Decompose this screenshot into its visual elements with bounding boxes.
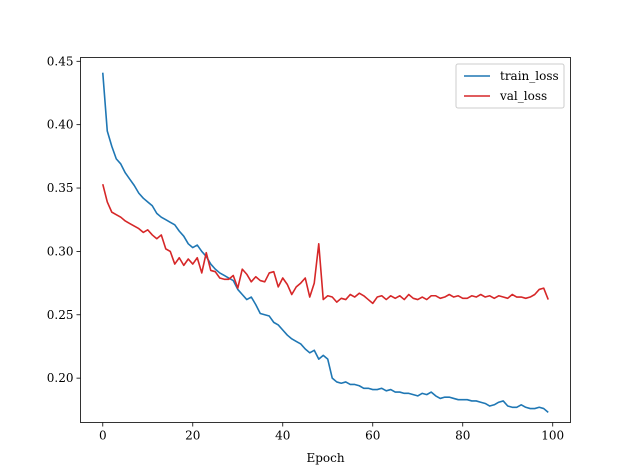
x-tick-label: 20 bbox=[185, 429, 200, 443]
y-tick-label: 0.20 bbox=[47, 371, 74, 385]
series-line-train-loss bbox=[101, 72, 549, 413]
y-tick-label: 0.45 bbox=[47, 54, 74, 68]
y-tick-label: 0.35 bbox=[47, 181, 74, 195]
legend-label-train-loss: train_loss bbox=[500, 69, 559, 83]
x-tick-label: 0 bbox=[99, 429, 107, 443]
legend-box bbox=[455, 63, 565, 109]
y-axis: 0.20 0.25 0.30 0.35 0.40 0.45 bbox=[47, 54, 81, 385]
legend-label-val-loss: val_loss bbox=[499, 89, 547, 103]
x-tick-label: 40 bbox=[275, 429, 290, 443]
legend: train_loss val_loss bbox=[455, 63, 565, 109]
x-tick-label: 60 bbox=[365, 429, 380, 443]
series-line-val-loss bbox=[101, 184, 549, 305]
y-tick-label: 0.30 bbox=[47, 244, 74, 258]
plot-frame bbox=[80, 57, 571, 423]
x-tick-label: 100 bbox=[541, 429, 564, 443]
x-tick-label: 80 bbox=[455, 429, 470, 443]
y-tick-label: 0.40 bbox=[47, 118, 74, 132]
series-layer bbox=[101, 72, 549, 413]
x-axis: 0 20 40 60 80 100 bbox=[99, 422, 564, 443]
y-tick-label: 0.25 bbox=[47, 308, 74, 322]
x-axis-title: Epoch bbox=[306, 451, 344, 465]
